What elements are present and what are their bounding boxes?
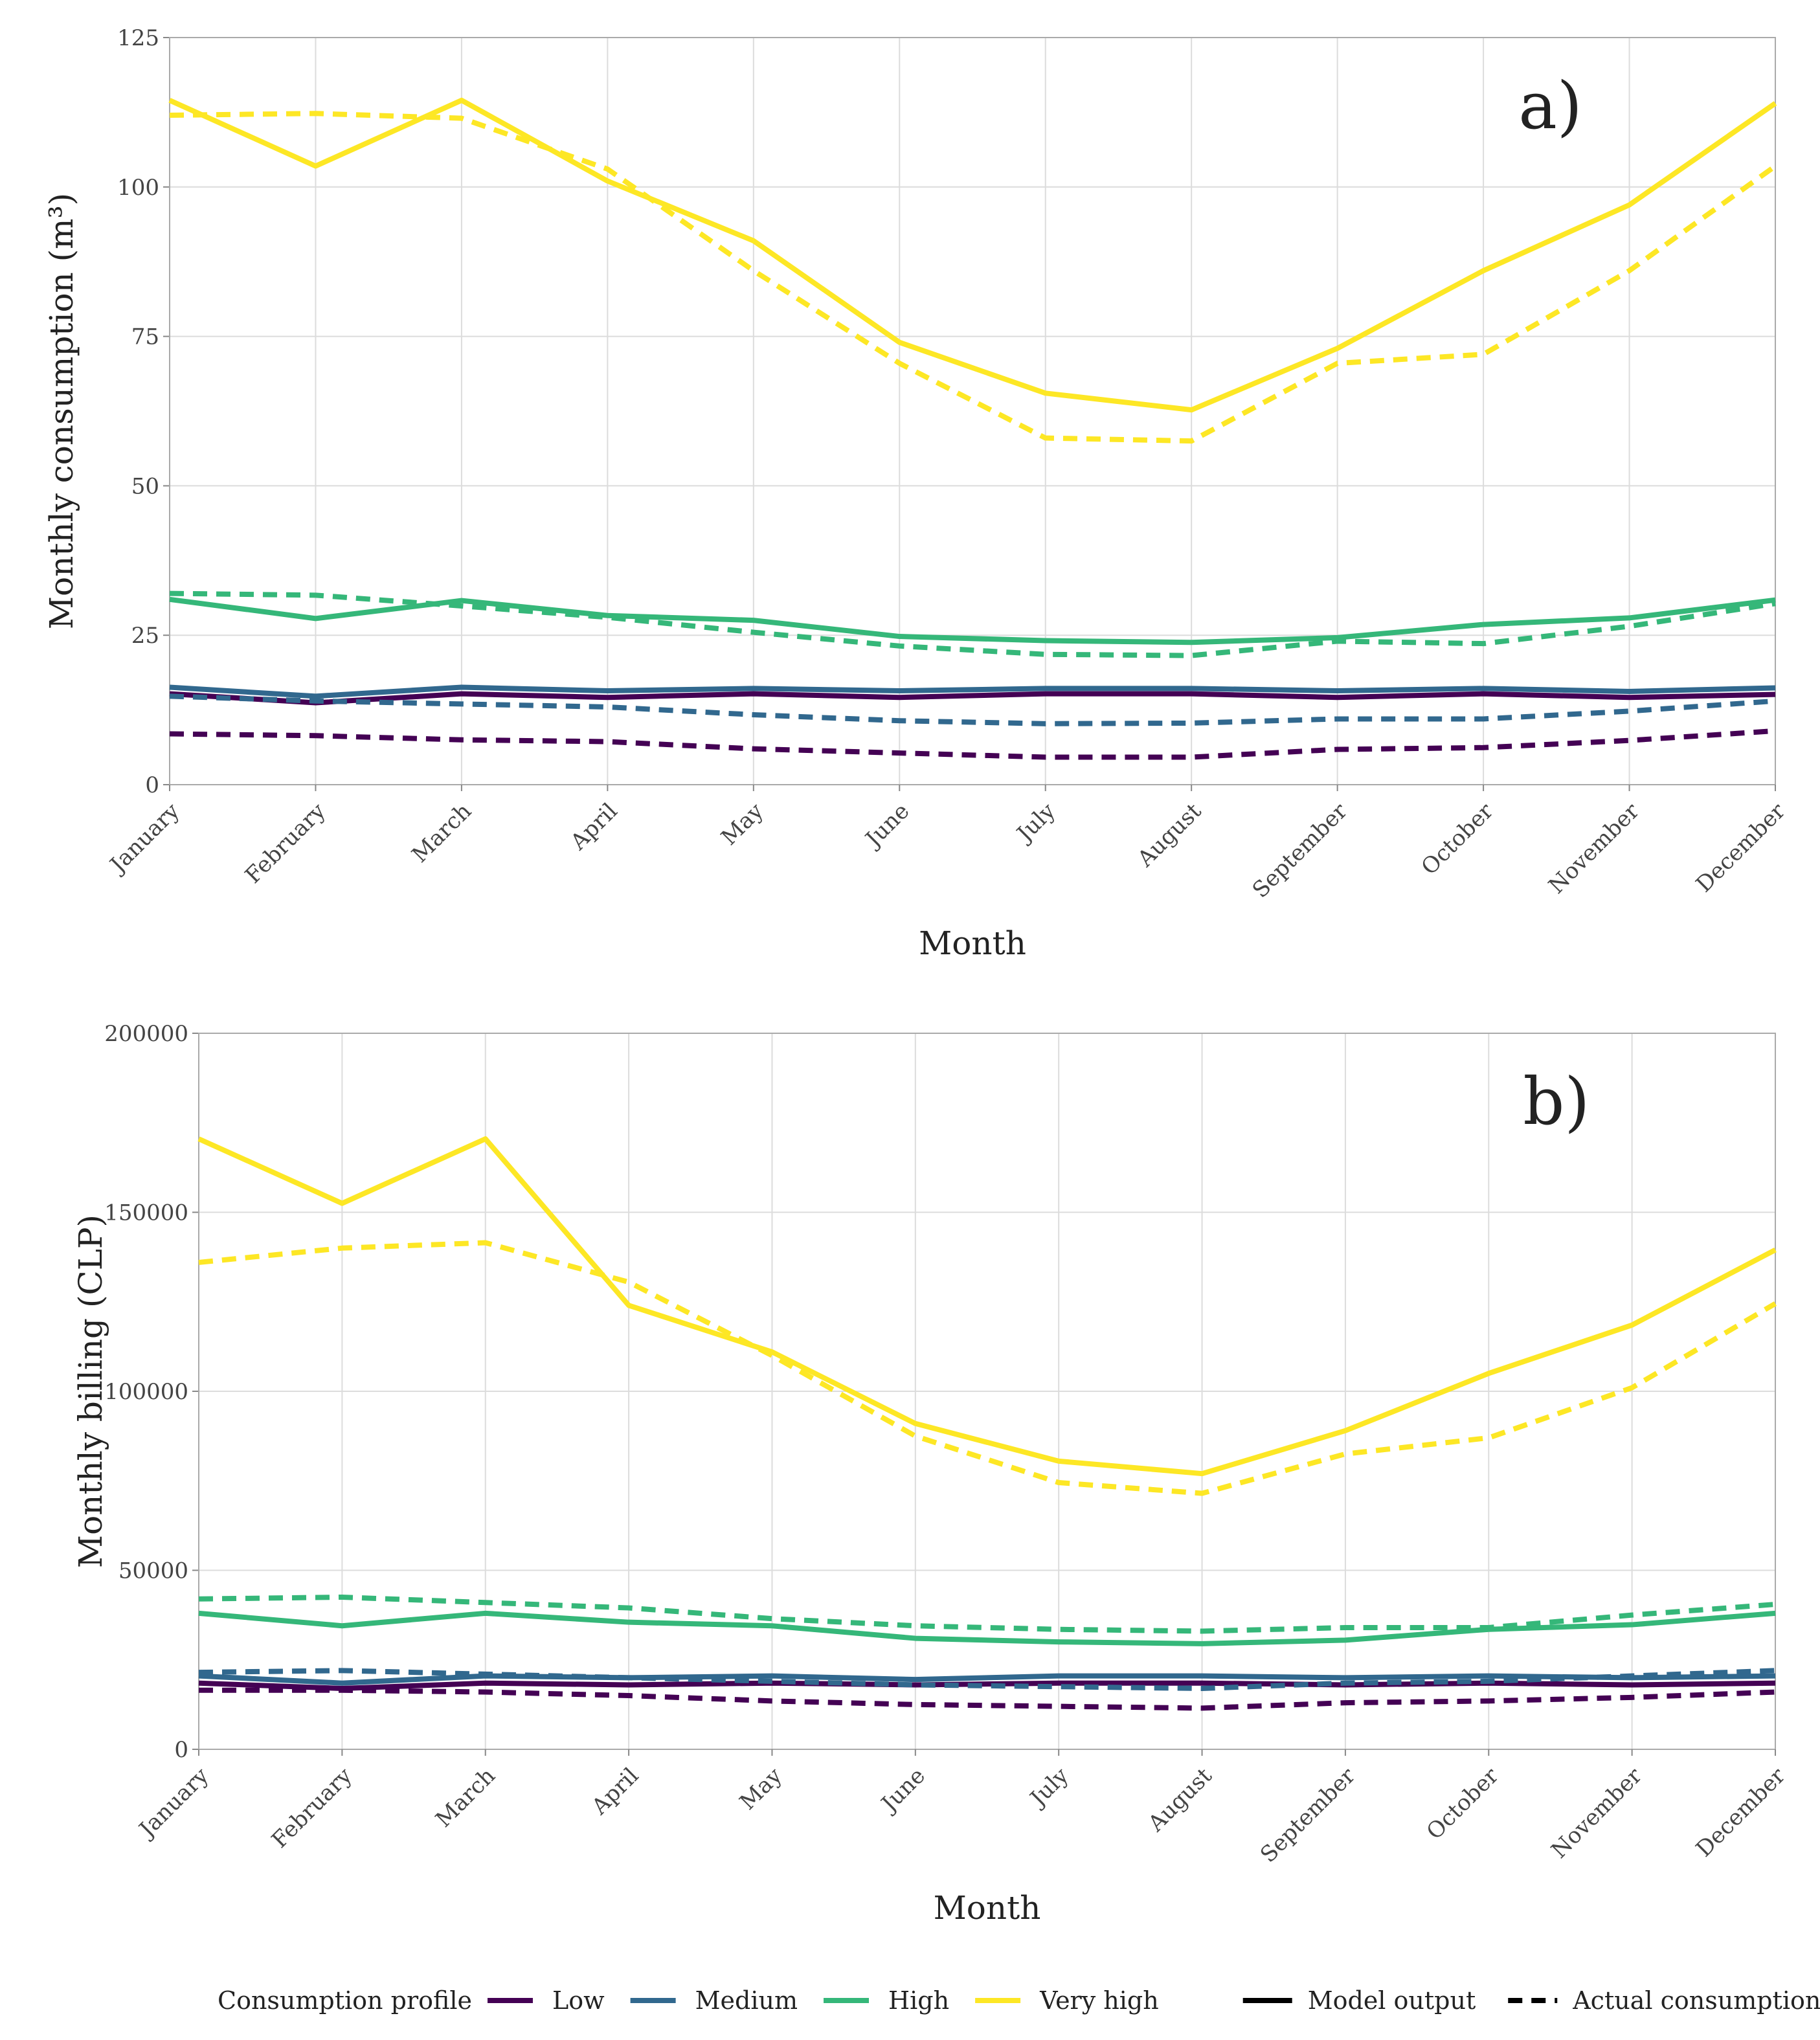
legend-title: Consumption profile bbox=[218, 1986, 472, 2015]
x-tick-label: September bbox=[1248, 798, 1353, 903]
y-axis-title: Monthly billing (CLP) bbox=[72, 1215, 109, 1568]
x-tick-label: October bbox=[1417, 798, 1499, 880]
y-tick-label: 200000 bbox=[104, 1021, 188, 1047]
series-line bbox=[198, 1673, 1776, 1686]
x-tick-label: February bbox=[240, 798, 331, 888]
plot-frame bbox=[198, 1033, 1776, 1750]
x-tick-label: August bbox=[1132, 798, 1207, 873]
y-tick-label: 25 bbox=[131, 623, 159, 649]
series-line bbox=[198, 1240, 1777, 1496]
x-tick-label: October bbox=[1422, 1762, 1504, 1844]
series-line bbox=[168, 97, 1777, 413]
x-tick-label: May bbox=[716, 798, 769, 850]
series-line bbox=[198, 1610, 1776, 1646]
x-tick-label: March bbox=[407, 798, 477, 868]
x-axis-title: Month bbox=[934, 1889, 1041, 1927]
series-line bbox=[198, 1680, 1776, 1691]
x-tick-label: January bbox=[133, 1762, 214, 1843]
series-line bbox=[169, 590, 1776, 658]
y-tick-label: 100 bbox=[117, 175, 159, 201]
series-line bbox=[169, 684, 1776, 699]
legend-label: Model output bbox=[1308, 1986, 1476, 2015]
series-line bbox=[169, 111, 1777, 444]
series-line bbox=[199, 1687, 1776, 1711]
series-line bbox=[169, 693, 1776, 726]
series-line bbox=[197, 1136, 1777, 1477]
x-tick-label: August bbox=[1143, 1763, 1217, 1837]
x-tick-label: June bbox=[875, 1763, 930, 1818]
legend-label: Actual consumptions bbox=[1572, 1986, 1820, 2015]
y-tick-label: 75 bbox=[131, 324, 159, 350]
x-tick-label: November bbox=[1544, 798, 1645, 899]
x-tick-label: June bbox=[859, 798, 914, 853]
annotation: a) bbox=[1518, 68, 1582, 144]
series-line bbox=[169, 728, 1776, 760]
y-tick-label: 50 bbox=[131, 473, 159, 499]
series-line bbox=[198, 1594, 1776, 1634]
x-tick-label: April bbox=[587, 1763, 644, 1821]
x-tick-label: April bbox=[565, 798, 623, 856]
legend-label: Medium bbox=[695, 1986, 798, 2015]
x-tick-label: November bbox=[1546, 1762, 1647, 1863]
legend-label: Low bbox=[552, 1986, 605, 2015]
x-tick-label: July bbox=[1024, 1762, 1074, 1812]
y-tick-label: 0 bbox=[174, 1737, 188, 1763]
legend-label: Very high bbox=[1039, 1986, 1159, 2015]
annotation: b) bbox=[1523, 1064, 1590, 1139]
series-line bbox=[169, 691, 1776, 706]
x-tick-label: March bbox=[431, 1763, 500, 1833]
legend-label: High bbox=[888, 1986, 949, 2015]
x-tick-label: January bbox=[104, 798, 185, 879]
series-line bbox=[198, 1668, 1776, 1691]
y-tick-label: 125 bbox=[117, 25, 159, 51]
y-tick-label: 50000 bbox=[118, 1558, 188, 1584]
y-tick-label: 0 bbox=[145, 772, 159, 798]
plot-frame bbox=[169, 37, 1776, 785]
x-tick-label: May bbox=[735, 1762, 787, 1815]
y-tick-label: 100000 bbox=[104, 1379, 188, 1405]
x-tick-label: July bbox=[1011, 798, 1061, 847]
y-tick-label: 150000 bbox=[104, 1200, 188, 1226]
y-axis-title: Monthly consumption (m³) bbox=[43, 193, 80, 629]
series-line bbox=[169, 596, 1776, 645]
x-tick-label: December bbox=[1691, 798, 1791, 897]
x-tick-label: September bbox=[1255, 1762, 1361, 1868]
x-tick-label: December bbox=[1691, 1762, 1791, 1862]
x-tick-label: February bbox=[267, 1762, 357, 1853]
x-axis-title: Month bbox=[919, 925, 1026, 962]
